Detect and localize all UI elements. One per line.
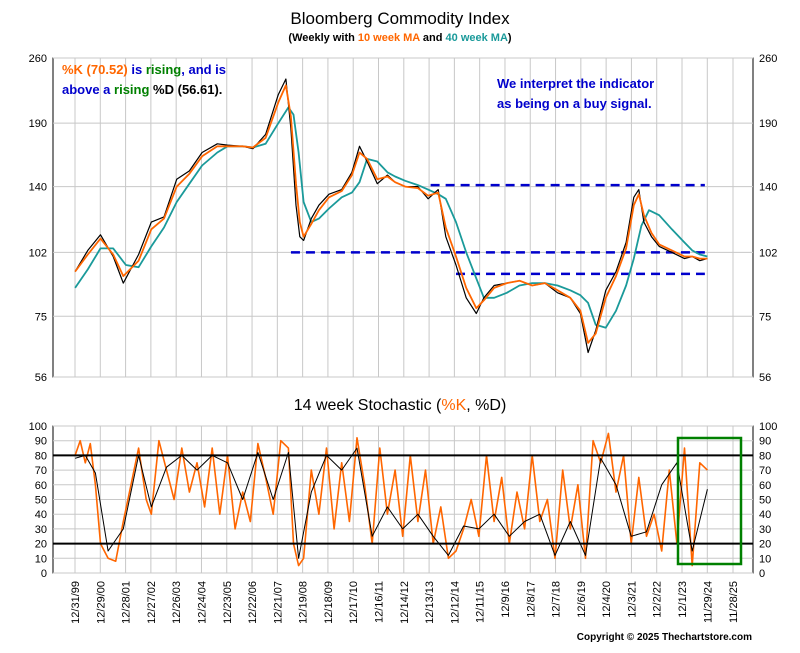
price-ytick-left-0: 56 [35,372,47,384]
x-tick-label-4: 12/26/03 [171,581,183,624]
ma10-line [74,84,708,344]
stoch-ytick-right-3: 30 [759,524,771,536]
stoch-ytick-left-4: 40 [35,509,47,521]
stoch-axes: 0 0 10 10 20 20 30 30 40 40 50 50 60 60 70 70 80 80 90 90 10… [29,421,778,580]
ann-rising-1: rising [145,62,182,77]
annotation-right: We interpret the indicator as being on a… [497,74,654,114]
ma40-line [74,106,708,329]
stoch-ytick-right-7: 70 [759,465,771,477]
ann-right-line2: as being on a buy signal. [497,96,652,111]
stoch-ytick-left-6: 60 [35,480,47,492]
price-series [74,78,708,354]
stoch-title-open: 14 week Stochastic ( [293,397,442,414]
price-ytick-left-1: 75 [35,311,47,323]
d-label: %D (56.61). [149,82,223,97]
chart-subtitle: (Weekly with 10 week MA and 40 week MA) [0,32,800,44]
x-axis-labels: 12/31/99 12/29/00 12/28/01 12/27/02 12/26/03… [70,581,740,624]
subtitle-and: and [419,32,446,44]
x-tick-label-16: 12/11/15 [475,581,487,623]
subtitle-close: ) [507,32,512,44]
x-tick-label-26: 11/28/25 [728,581,740,623]
stoch-title-sep: , [466,397,476,414]
x-tick-label-10: 12/18/09 [323,581,335,624]
x-tick-label-14: 12/13/13 [424,581,436,624]
stoch-ytick-left-7: 70 [35,465,47,477]
x-tick-label-25: 11/29/24 [702,581,714,623]
ann-above-a: above a [62,82,115,97]
price-ytick-left-5: 260 [29,53,47,65]
x-tick-label-20: 12/6/19 [576,581,588,618]
stoch-ytick-left-0: 0 [41,568,47,580]
price-ytick-left-2: 102 [29,247,47,259]
ann-rising-2: rising [114,82,150,97]
chart-title: Bloomberg Commodity Index [290,9,510,28]
x-tick-label-7: 12/22/06 [247,581,259,624]
x-tick-label-2: 12/28/01 [121,581,133,624]
buy-signal-highlight-box [676,436,743,566]
ann-right-line1: We interpret the indicator [497,76,655,91]
price-ytick-right-3: 140 [759,182,777,194]
stoch-ytick-right-6: 60 [759,480,771,492]
ann-is: is [127,62,146,77]
stoch-levels [53,454,753,545]
stoch-ytick-right-4: 40 [759,509,771,521]
copyright: Copyright © 2025 Thechartstore.com [576,632,752,643]
x-tick-label-13: 12/14/12 [399,581,411,624]
subtitle-ma10: 10 week MA [357,32,420,44]
x-tick-label-6: 12/23/05 [222,581,234,624]
stoch-title-d: %D [475,397,501,414]
price-ytick-right-1: 75 [759,311,771,323]
subtitle-ma40: 40 week MA [445,32,508,44]
price-ytick-right-2: 102 [759,247,777,259]
k-label: %K (70.52) [62,62,128,77]
x-tick-label-19: 12/7/18 [551,581,563,618]
price-levels [290,183,705,276]
annotation-left: %K (70.52) is rising, and is above a ris… [62,60,226,100]
stoch-ytick-right-8: 80 [759,450,771,462]
x-tick-label-21: 12/4/20 [601,581,613,618]
price-ytick-right-0: 56 [759,372,771,384]
x-tick-label-15: 12/12/14 [449,581,461,624]
stoch-ytick-left-1: 10 [35,553,47,565]
stoch-ytick-left-2: 20 [35,539,47,551]
price-ytick-left-3: 140 [29,182,47,194]
stoch-ytick-left-3: 30 [35,524,47,536]
stoch-ytick-right-9: 90 [759,436,771,448]
stoch-ytick-right-1: 10 [759,553,771,565]
ann-and-is: , and is [181,62,227,77]
x-tick-label-22: 12/3/21 [626,581,638,618]
price-axes: 56 56 75 75 102 102 140 140 190 190 260 260 [29,53,778,384]
x-tick-label-23: 12/2/22 [652,581,664,618]
stoch-ytick-right-2: 20 [759,539,771,551]
subtitle-open: (Weekly with [288,32,358,44]
x-tick-label-5: 12/24/04 [197,581,209,624]
x-tick-label-12: 12/16/11 [374,581,386,623]
stoch-ytick-right-5: 50 [759,495,771,507]
x-tick-label-3: 12/27/02 [146,581,158,624]
price-ytick-right-4: 190 [759,118,777,130]
stoch-ytick-left-10: 100 [29,421,47,433]
stoch-ytick-left-5: 50 [35,495,47,507]
x-tick-label-8: 12/21/07 [272,581,284,624]
x-tick-label-24: 12/1/23 [677,581,689,618]
x-tick-label-18: 12/8/17 [525,581,537,618]
x-tick-label-11: 12/17/10 [348,581,360,624]
x-tick-label-1: 12/29/00 [95,581,107,624]
x-tick-label-0: 12/31/99 [70,581,82,624]
stoch-title-close: ) [500,397,507,414]
x-tick-label-9: 12/19/08 [298,581,310,624]
stoch-ytick-right-10: 100 [759,421,777,433]
d-line [74,447,708,559]
stochastic-title: 14 week Stochastic (%K, %D) [0,397,800,415]
stoch-title-k: %K [441,397,467,414]
x-tick-label-17: 12/9/16 [500,581,512,618]
stoch-ytick-left-8: 80 [35,450,47,462]
stoch-ytick-left-9: 90 [35,436,47,448]
price-ytick-right-5: 260 [759,53,777,65]
stoch-ytick-right-0: 0 [759,568,765,580]
price-ytick-left-4: 190 [29,118,47,130]
